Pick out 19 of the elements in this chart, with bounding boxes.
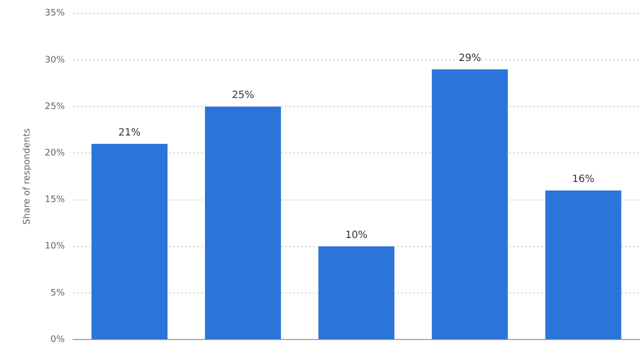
data-label: 10% xyxy=(345,230,368,241)
bar xyxy=(545,190,622,340)
data-label: 16% xyxy=(572,174,594,186)
data-label: 29% xyxy=(458,52,481,64)
bar xyxy=(204,106,281,340)
y-tick-label: 35% xyxy=(44,8,66,19)
y-tick-label: 0% xyxy=(50,334,66,345)
data-label: 21% xyxy=(118,127,141,138)
y-tick-label: 30% xyxy=(44,55,66,66)
y-axis-title: Share of respondents xyxy=(22,128,33,225)
bar xyxy=(318,246,394,340)
y-tick-label: 15% xyxy=(44,195,66,206)
data-label: 25% xyxy=(232,90,254,102)
bar xyxy=(432,69,508,340)
y-tick-label: 20% xyxy=(44,148,66,159)
y-tick-label: 10% xyxy=(44,242,66,252)
y-tick-label: 5% xyxy=(50,288,66,298)
bar xyxy=(92,144,168,340)
y-tick-label: 25% xyxy=(44,102,66,112)
